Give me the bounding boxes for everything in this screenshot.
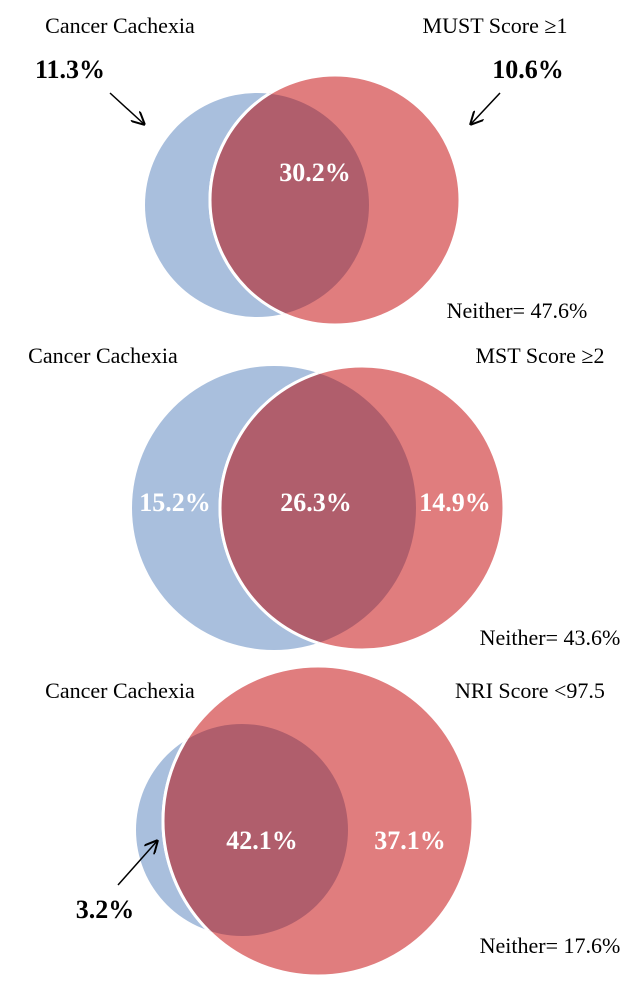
venn-1: Cancer Cachexia MUST Score ≥1 11.3% 10.6… bbox=[35, 13, 588, 327]
venn-3: Cancer Cachexia NRI Score <97.5 42.1% 37… bbox=[45, 664, 621, 978]
neither-value: Neither= 17.6% bbox=[480, 933, 621, 958]
overlap-region bbox=[208, 93, 369, 317]
left-only-value: 11.3% bbox=[35, 55, 105, 84]
left-label: Cancer Cachexia bbox=[45, 13, 195, 38]
venn-2: Cancer Cachexia MST Score ≥2 15.2% 26.3%… bbox=[28, 343, 621, 652]
arrow bbox=[117, 840, 158, 886]
left-label: Cancer Cachexia bbox=[28, 343, 178, 368]
right-label: MST Score ≥2 bbox=[475, 343, 604, 368]
overlap-value: 30.2% bbox=[279, 158, 351, 187]
right-only-value: 37.1% bbox=[374, 826, 446, 855]
arrow bbox=[470, 92, 501, 125]
left-only-value: 3.2% bbox=[76, 895, 135, 924]
arrow bbox=[109, 92, 145, 125]
neither-value: Neither= 47.6% bbox=[447, 298, 588, 323]
right-label: NRI Score <97.5 bbox=[455, 678, 605, 703]
overlap-value: 42.1% bbox=[226, 826, 298, 855]
right-label: MUST Score ≥1 bbox=[423, 13, 568, 38]
right-only-value: 14.9% bbox=[419, 488, 491, 517]
left-only-value: 15.2% bbox=[139, 488, 211, 517]
overlap-region bbox=[161, 724, 348, 936]
overlap-region bbox=[218, 366, 416, 650]
overlap-value: 26.3% bbox=[280, 488, 352, 517]
left-label: Cancer Cachexia bbox=[45, 678, 195, 703]
right-only-value: 10.6% bbox=[492, 55, 564, 84]
neither-value: Neither= 43.6% bbox=[480, 625, 621, 650]
